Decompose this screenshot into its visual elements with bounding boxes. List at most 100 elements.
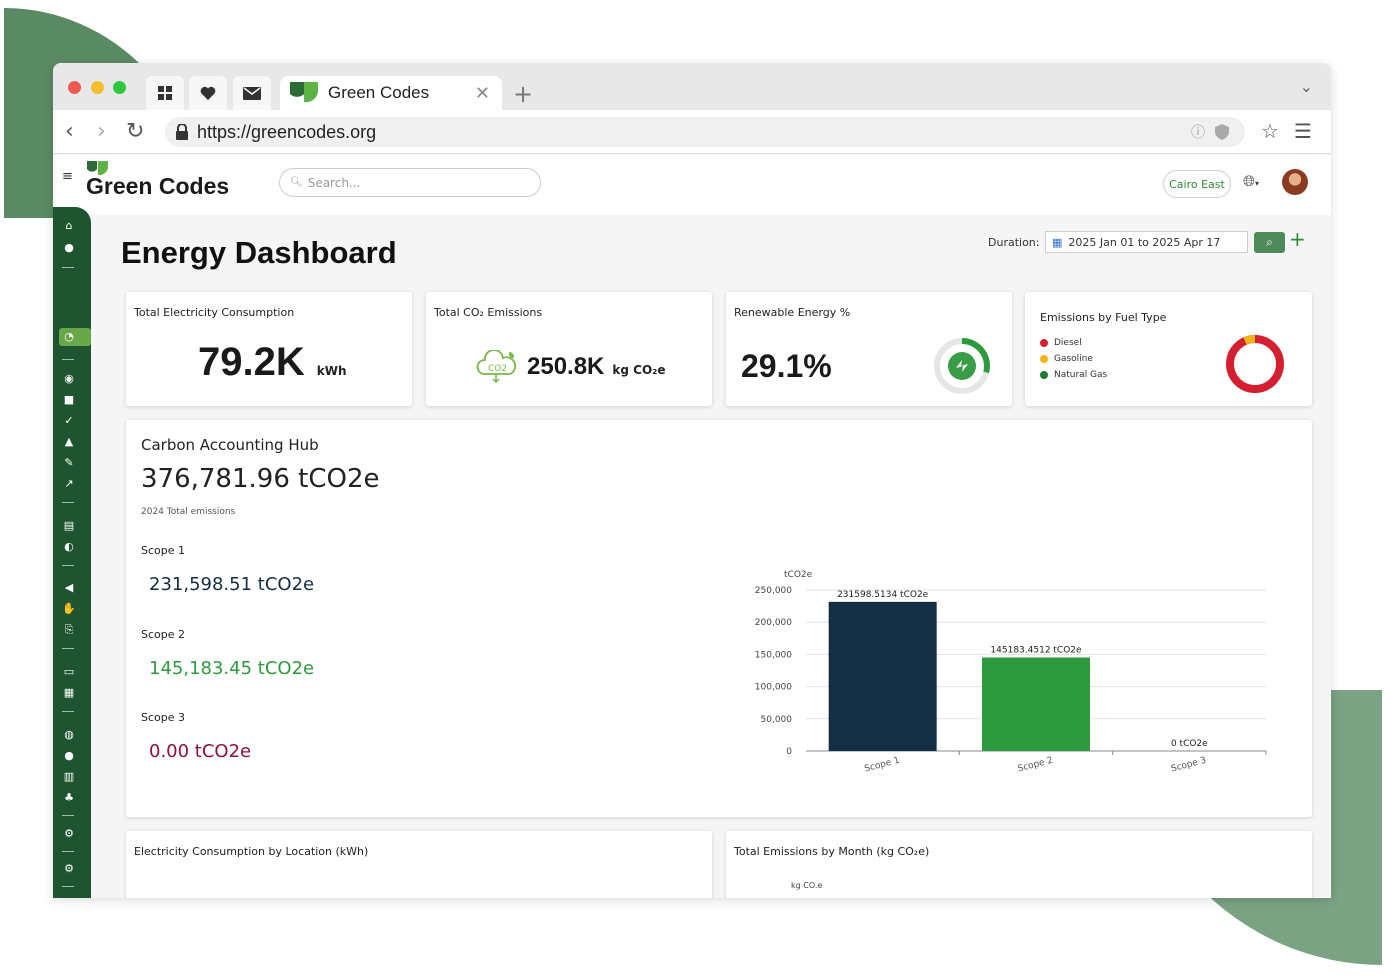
- bar-data-label: 145183.4512 tCO2e: [990, 646, 1082, 656]
- briefcase-icon[interactable]: ■: [63, 393, 75, 406]
- scope-bar-chart: tCO2e 0 50,000 100,000 150,000 200,000 250,000…: [755, 570, 1267, 775]
- bar-scope-2[interactable]: [982, 657, 1090, 751]
- reload-icon[interactable]: ↻: [126, 119, 145, 144]
- bar-scope-1[interactable]: [828, 601, 937, 751]
- chevron-down-icon[interactable]: ⌄: [1299, 77, 1313, 96]
- co2-kpi-card: Total CO₂ Emissions CO2 250.8K kg CO₂e: [426, 292, 712, 406]
- home-icon[interactable]: ⌂: [65, 219, 73, 232]
- y-axis-title: tCO2e: [784, 570, 813, 580]
- scope-1-label: Scope 1: [141, 544, 186, 557]
- scope-3-value: 0.00 tCO2e: [149, 741, 252, 762]
- info-icon[interactable]: ⓘ: [1191, 125, 1205, 141]
- user-icon[interactable]: ●: [64, 241, 74, 254]
- new-tab-button[interactable]: +: [513, 80, 534, 108]
- carbon-accounting-hub-card: Carbon Accounting Hub 376,781.96 tCO2e 2…: [126, 420, 1312, 817]
- app-header: ≡ Green Codes 🔍︎ Search... Cairo East 🌐︎…: [53, 155, 1331, 215]
- duration-date-range-input[interactable]: ▦ 2025 Jan 01 to 2025 Apr 17: [1045, 231, 1248, 253]
- active-browser-tab[interactable]: Green Codes ✕: [280, 76, 502, 110]
- mail-icon: [243, 86, 261, 100]
- shield-icon[interactable]: [1215, 124, 1229, 140]
- green-codes-logo-icon: [290, 82, 318, 103]
- kpi-value-row: 250.8K kg CO₂e: [527, 353, 666, 381]
- electricity-by-location-card: Electricity Consumption by Location (kWh…: [126, 831, 712, 898]
- star-icon[interactable]: ☆: [1261, 119, 1279, 143]
- exit-door-icon[interactable]: ⎘: [64, 623, 74, 636]
- url-text: https://greencodes.org: [197, 121, 377, 142]
- caret-down-icon: ▾: [1255, 179, 1260, 188]
- sidebar: ⌂ ● ◔ ◉ ■ ✓ ▲ ✎ ↗ ▤ ◐ ◀ ✋ ⎘ ▭ ▦ ◍ ● ▥ ♣: [53, 207, 91, 898]
- card-title: Total CO₂ Emissions: [434, 306, 543, 319]
- settings-icon[interactable]: ⚙: [64, 827, 74, 840]
- search-placeholder: Search...: [307, 175, 361, 190]
- legend-item-natural-gas[interactable]: Natural Gas: [1040, 370, 1107, 380]
- back-icon[interactable]: ‹: [65, 119, 74, 144]
- globe-icon[interactable]: ◍: [64, 728, 74, 741]
- search-input[interactable]: 🔍︎ Search...: [279, 168, 541, 197]
- sidebar-divider: [62, 648, 74, 649]
- trash-icon[interactable]: ▥: [63, 770, 75, 783]
- globe-icon[interactable]: 🌐︎▾: [1243, 172, 1260, 190]
- close-window-button[interactable]: [68, 81, 81, 94]
- hub-subtitle: 2024 Total emissions: [141, 507, 236, 517]
- check-icon[interactable]: ✓: [64, 414, 74, 427]
- sidebar-divider: [62, 502, 74, 503]
- browser-toolbar: ‹ › ↻ https://greencodes.org ⓘ ☆ ☰: [53, 110, 1331, 154]
- menu-icon[interactable]: ☰: [1294, 119, 1312, 143]
- page-title: Energy Dashboard: [121, 235, 397, 270]
- region-selector[interactable]: Cairo East: [1163, 170, 1231, 198]
- eye-icon[interactable]: ◉: [64, 372, 74, 385]
- card-title: Electricity Consumption by Location (kWh…: [134, 845, 369, 858]
- sidebar-divider: [62, 359, 74, 360]
- scope-3-label: Scope 3: [141, 711, 186, 724]
- card-title: Total Electricity Consumption: [134, 306, 295, 319]
- renewable-gauge: [934, 338, 990, 394]
- search-icon: 🔍︎: [290, 177, 303, 188]
- pie-chart-icon[interactable]: ◔: [64, 330, 74, 343]
- brain-icon[interactable]: ◐: [64, 540, 74, 553]
- settings-icon[interactable]: ⚙: [64, 862, 74, 875]
- scope-2-label: Scope 2: [141, 628, 186, 641]
- legend-item-gasoline[interactable]: Gasoline: [1040, 354, 1093, 364]
- favorites-tab[interactable]: [189, 76, 227, 110]
- legend-label: Diesel: [1054, 338, 1082, 348]
- kpi-value-row: 79.2K kWh: [198, 340, 347, 385]
- address-bar[interactable]: https://greencodes.org ⓘ: [165, 117, 1245, 147]
- kpi-value: 79.2K: [198, 340, 305, 384]
- calendar-icon[interactable]: ▦: [63, 686, 75, 699]
- avatar[interactable]: [1282, 169, 1308, 195]
- handshake-icon[interactable]: ✋: [62, 602, 76, 615]
- brand-logo-icon: [87, 161, 108, 175]
- hand-holding-icon[interactable]: ♣: [64, 791, 74, 804]
- legend-item-diesel[interactable]: Diesel: [1040, 338, 1082, 348]
- bar-data-label: 0 tCO2e: [1171, 739, 1208, 749]
- water-drop-icon[interactable]: ●: [64, 749, 74, 762]
- forward-icon[interactable]: ›: [97, 119, 106, 144]
- bar-data-label: 231598.5134 tCO2e: [837, 590, 929, 600]
- donut-slice-diesel[interactable]: [1226, 335, 1284, 393]
- scope-1-value: 231,598.51 tCO2e: [149, 574, 315, 595]
- duration-search-button[interactable]: ⌕: [1254, 232, 1285, 253]
- megaphone-icon[interactable]: ◀: [64, 581, 74, 594]
- folder-icon[interactable]: ▭: [63, 665, 75, 678]
- donut-slice-gasoline[interactable]: [1243, 335, 1256, 345]
- warning-icon[interactable]: ▲: [64, 435, 74, 448]
- document-icon[interactable]: ▤: [63, 519, 75, 532]
- apps-tab[interactable]: [146, 76, 184, 110]
- eyedropper-icon[interactable]: ✎: [64, 456, 74, 469]
- duration-label: Duration:: [988, 236, 1040, 249]
- maximize-window-button[interactable]: [113, 81, 126, 94]
- svg-text:CO2: CO2: [488, 364, 507, 374]
- search-icon: ⌕: [1266, 235, 1273, 249]
- x-tick-label: Scope 2: [1017, 756, 1054, 775]
- close-tab-icon[interactable]: ✕: [474, 82, 490, 104]
- x-tick-label: Scope 3: [1170, 756, 1207, 775]
- legend-label: Natural Gas: [1054, 370, 1108, 380]
- duration-value: 2025 Jan 01 to 2025 Apr 17: [1068, 235, 1221, 249]
- mail-tab[interactable]: [233, 76, 271, 110]
- trend-chart-icon[interactable]: ↗: [64, 477, 74, 490]
- card-title: Emissions by Fuel Type: [1040, 311, 1167, 324]
- browser-window: Green Codes ✕ + ⌄ ‹ › ↻ https://greencod…: [53, 63, 1331, 898]
- add-button[interactable]: +: [1289, 227, 1306, 251]
- minimize-window-button[interactable]: [91, 81, 104, 94]
- hamburger-icon[interactable]: ≡: [62, 169, 73, 184]
